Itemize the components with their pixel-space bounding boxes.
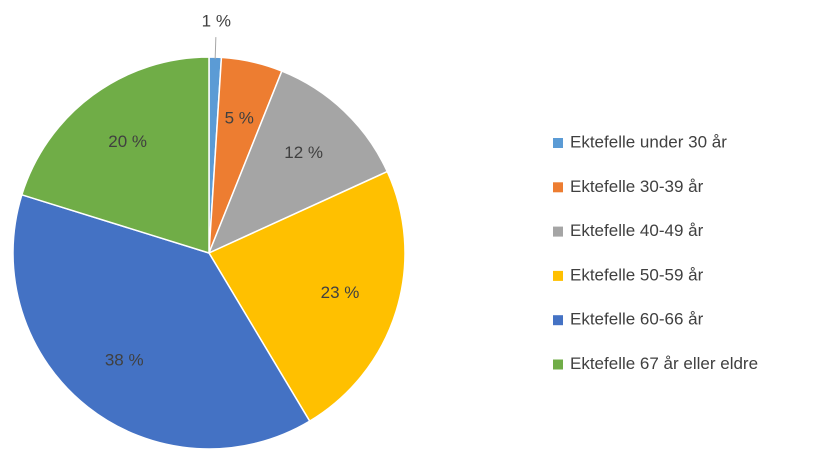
pie-slice [20,56,210,255]
legend-swatch [553,270,563,281]
pie-slice [12,193,311,449]
legend-swatch [553,182,563,193]
legend-label: Ektefelle 50-59 år [570,265,704,284]
data-label: 1 % [202,12,231,31]
data-label: 38 % [105,350,144,369]
legend-label: Ektefelle under 30 år [570,132,727,151]
legend-swatch [553,359,563,370]
data-label: 20 % [108,132,147,151]
pie-slice [207,70,389,255]
legend-swatch [553,315,563,326]
legend-swatch [553,138,563,148]
legend-label: Ektefelle 40-49 år [570,221,704,240]
legend-swatch [553,226,563,237]
pie-slice [207,170,406,423]
legend-label: Ektefelle 67 år eller eldre [570,354,758,373]
data-label: 5 % [225,109,254,128]
legend-label: Ektefelle 60-66 år [570,310,704,329]
data-label: 12 % [284,143,323,162]
legend-label: Ektefelle 30-39 år [570,177,704,196]
leader-line [214,37,217,60]
data-label: 23 % [321,283,360,302]
